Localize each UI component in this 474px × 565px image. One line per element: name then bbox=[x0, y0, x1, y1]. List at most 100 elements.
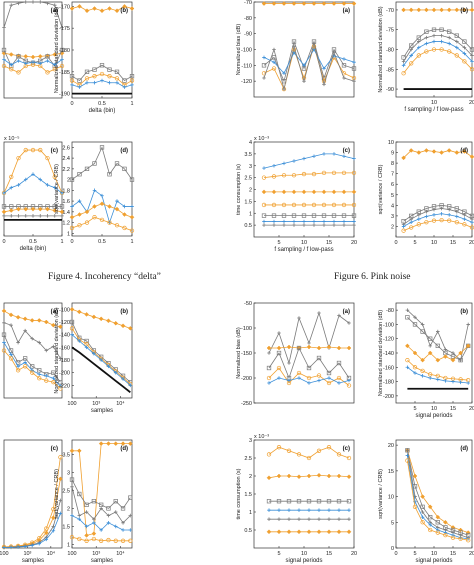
data-point bbox=[286, 344, 292, 350]
data-point bbox=[351, 170, 357, 176]
data-point bbox=[332, 219, 336, 224]
x-axis-label: delta (bin) bbox=[20, 246, 47, 252]
data-point bbox=[424, 41, 429, 46]
x-tick-label: 20 bbox=[469, 406, 474, 412]
y-tick-label: -100 bbox=[241, 48, 252, 54]
data-point bbox=[120, 441, 126, 446]
data-point bbox=[327, 517, 331, 521]
data-point bbox=[271, 1, 277, 6]
data-point bbox=[306, 499, 312, 504]
data-point bbox=[98, 316, 104, 322]
data-point bbox=[38, 214, 43, 218]
data-point bbox=[77, 172, 82, 177]
data-point bbox=[272, 223, 276, 227]
series-line bbox=[403, 204, 473, 222]
data-point bbox=[412, 350, 418, 356]
data-point bbox=[301, 1, 307, 6]
y-tick-label: -140 bbox=[383, 351, 394, 357]
data-point bbox=[327, 376, 331, 380]
x-axis-label: signal periods bbox=[415, 413, 452, 419]
series-line bbox=[71, 346, 131, 394]
data-point bbox=[59, 63, 65, 69]
data-point bbox=[69, 535, 75, 540]
data-point bbox=[45, 206, 50, 212]
data-point bbox=[302, 79, 306, 83]
data-point bbox=[16, 155, 21, 161]
data-point bbox=[129, 177, 135, 182]
data-point bbox=[417, 217, 421, 221]
data-point bbox=[115, 80, 119, 85]
data-point bbox=[107, 67, 112, 72]
x-tick-label: 10⁴ bbox=[116, 400, 125, 407]
data-point bbox=[76, 309, 82, 315]
y-tick-label: 10 bbox=[388, 140, 394, 146]
data-point bbox=[282, 223, 286, 227]
data-point bbox=[432, 213, 436, 217]
data-point bbox=[16, 206, 21, 212]
data-point bbox=[447, 41, 451, 46]
data-point bbox=[439, 150, 444, 155]
y-tick-label: -70 bbox=[244, 0, 252, 6]
data-point bbox=[45, 70, 50, 75]
y-tick-label: 3 bbox=[391, 214, 394, 220]
data-point bbox=[451, 533, 455, 537]
data-point bbox=[114, 223, 120, 228]
data-point bbox=[446, 148, 452, 153]
y-tick-label: -120 bbox=[383, 337, 394, 343]
data-point bbox=[322, 66, 326, 71]
data-point bbox=[282, 87, 286, 91]
data-point bbox=[454, 220, 459, 225]
y-tick-label: 6 bbox=[391, 182, 394, 188]
data-point bbox=[336, 529, 342, 535]
data-point bbox=[38, 61, 43, 66]
data-point bbox=[286, 499, 292, 504]
data-point bbox=[346, 529, 352, 535]
data-point bbox=[84, 220, 90, 225]
data-point bbox=[45, 54, 50, 59]
data-point bbox=[312, 223, 316, 227]
x-tick-label: 0 bbox=[394, 551, 397, 557]
data-point bbox=[420, 322, 425, 327]
y-axis-label: Normalized standard deviation (dB) bbox=[54, 7, 60, 93]
x-axis-label: f sampling / f low-pass bbox=[404, 107, 463, 113]
data-point bbox=[435, 514, 441, 520]
data-point bbox=[69, 319, 75, 325]
data-point bbox=[337, 517, 341, 521]
chart-f7a: -50 -100 -150 -200 -250 (a) Normalized bias (d… bbox=[236, 301, 355, 407]
data-point bbox=[462, 222, 467, 227]
chart-f6b: -70 -75 -80 -85 -90 10 20 (b) f sampling / f low… bbox=[378, 1, 474, 113]
y-tick-label: -90 bbox=[386, 87, 394, 93]
series-line bbox=[407, 316, 469, 361]
data-point bbox=[130, 83, 134, 87]
data-point bbox=[128, 538, 133, 543]
data-point bbox=[37, 54, 43, 59]
data-point bbox=[272, 219, 276, 224]
data-point bbox=[321, 170, 327, 176]
data-point bbox=[261, 1, 267, 6]
data-point bbox=[113, 370, 118, 375]
data-point bbox=[107, 74, 112, 79]
data-point bbox=[341, 63, 347, 68]
x-axis-label: samples bbox=[22, 558, 44, 564]
data-point bbox=[76, 448, 82, 454]
x-tick-label: 10 bbox=[431, 551, 437, 557]
plot-frame bbox=[71, 302, 133, 399]
data-point bbox=[447, 35, 451, 40]
data-point bbox=[129, 74, 135, 79]
data-point bbox=[261, 213, 267, 218]
x-tick-label: 5 bbox=[413, 240, 416, 246]
data-point bbox=[332, 152, 336, 156]
data-point bbox=[15, 368, 21, 373]
data-point bbox=[16, 183, 21, 187]
data-point bbox=[99, 63, 105, 68]
data-point bbox=[341, 189, 347, 195]
x-axis-label: samples bbox=[91, 558, 113, 564]
data-point bbox=[435, 530, 440, 535]
data-point bbox=[267, 381, 271, 385]
data-point bbox=[322, 82, 326, 87]
data-point bbox=[98, 441, 104, 446]
y-tick-label: -180 bbox=[59, 358, 70, 364]
data-point bbox=[408, 7, 414, 13]
data-point bbox=[45, 59, 50, 63]
